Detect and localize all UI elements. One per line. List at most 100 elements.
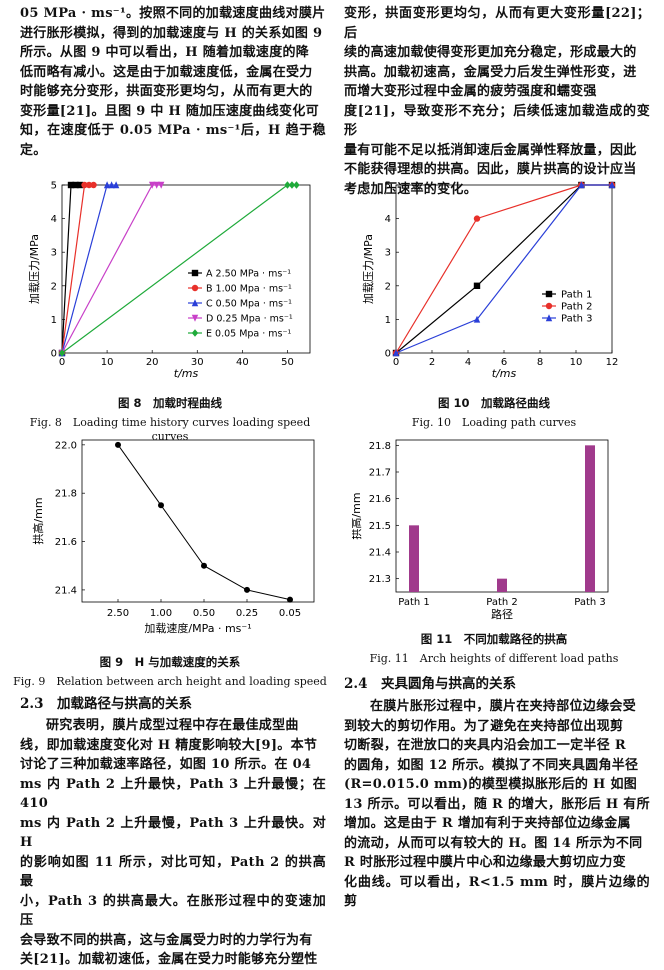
data-point: [67, 181, 75, 189]
x-tick-label: 2.50: [107, 608, 129, 619]
data-point: [85, 181, 93, 189]
x-tick-label: Path 3: [574, 597, 606, 608]
series-line: [395, 184, 612, 354]
series-line: [61, 184, 81, 354]
figure-8-chart: 0 10 20 30 40 50 0 1 2 3 4 5 t/ms 加载压力/MPa A 2.50 MPa …: [28, 181, 311, 380]
text-line: 切断裂，在泄放口的夹具内沿会加工一定半径 R: [344, 738, 626, 753]
legend-marker: [191, 314, 199, 322]
text-line: (R=0.015.0 mm)的模型模拟胀形后的 H 如图: [344, 777, 638, 792]
x-tick-label: 1.00: [150, 608, 172, 619]
figure-11-caption-cn: 图 11 不同加载路径的拱高: [420, 632, 568, 646]
data-point: [158, 181, 165, 189]
x-tick-label: 2: [429, 357, 435, 368]
y-tick-label: 5: [385, 181, 391, 192]
legend-label: B 1.00 Mpa · ms⁻¹: [206, 284, 292, 295]
x-tick-label: 0.50: [193, 608, 215, 619]
data-point: [244, 586, 250, 593]
text-line: 的流动，从而可以有较大的 H。图 14 所示为不同: [344, 835, 643, 851]
series-line: [117, 444, 291, 601]
figure-11-chart: 21.3 21.4 21.5 21.6 21.7 21.8 Path 1 Path 2 Path…: [352, 439, 609, 621]
y-tick-label: 21.7: [369, 468, 391, 479]
x-tick-label: 0.05: [279, 608, 301, 619]
text-line: 进行胀形模拟，得到的加载速度与 H 的关系如图 9: [20, 25, 323, 41]
y-tick-label: 22.0: [55, 440, 77, 451]
x-tick-label: 6: [501, 357, 507, 368]
text-line: 化曲线。可以看出，R<1.5 mm 时，膜片边缘的剪: [344, 874, 650, 910]
figure-10-caption-en: Fig. 10 Loading path curves: [411, 416, 577, 429]
x-tick-label: 30: [191, 357, 204, 368]
text-line: 会导致不同的拱高，这与金属受力时的力学行为有: [20, 932, 313, 948]
data-point: [392, 349, 400, 357]
text-line: 量有可能不足以抵消卸速后金属弹性释放量，因此: [344, 142, 637, 158]
y-tick-label: 21.4: [55, 585, 77, 596]
y-tick-label: 1: [51, 315, 57, 326]
legend-label: Path 3: [561, 314, 593, 325]
data-point: [153, 181, 160, 189]
data-point: [473, 315, 481, 323]
y-tick-label: 21.6: [55, 537, 77, 548]
text-line: 讨论了三种加载速率路径，如图 10 所示。在 04: [20, 757, 312, 772]
x-tick-label: 40: [236, 357, 249, 368]
series-line: [395, 184, 612, 354]
x-tick-label: 50: [281, 357, 294, 368]
data-point: [293, 181, 300, 189]
y-axis-label: 拱高/mm: [31, 497, 45, 544]
y-tick-label: 21.5: [369, 521, 391, 532]
plot-frame: [81, 439, 315, 603]
text-line: 不能获得理想的拱高。因此，膜片拱高的设计应当: [344, 162, 637, 177]
text-line: 低而略有减小。这是由于加载速度低，金属在受力: [20, 64, 313, 80]
x-tick-label: 0.25: [236, 608, 258, 619]
y-axis-label: 加载压力/MPa: [362, 234, 375, 304]
data-point: [76, 181, 84, 189]
data-point: [108, 181, 115, 189]
x-tick-label: Path 1: [398, 597, 430, 608]
x-tick-label: 0: [59, 357, 65, 368]
bar: [497, 578, 507, 592]
plot-frame: [61, 184, 311, 354]
y-tick-label: 1: [385, 315, 391, 326]
x-tick-label: 4: [465, 357, 471, 368]
x-tick-label: 20: [146, 357, 159, 368]
text-line: R 时胀形过程中膜片中心和边缘最大剪切应力变: [344, 855, 626, 870]
legend-label: E 0.05 Mpa · ms⁻¹: [206, 329, 292, 340]
text-line: 知，在速度低于 0.05 MPa · ms⁻¹后，H 趋于稳定。: [20, 123, 326, 158]
y-tick-label: 21.6: [369, 494, 391, 505]
text-line: 13 所示。可以看出，随 R 的增大，胀形后 H 有所: [344, 796, 650, 812]
y-tick-label: 4: [385, 214, 391, 225]
legend-label: D 0.25 Mpa · ms⁻¹: [206, 314, 293, 325]
figure-10-caption-cn: 图 10 加载路径曲线: [437, 396, 550, 410]
text-line: 在膜片胀形过程中，膜片在夹持部位边缘会受: [370, 699, 637, 714]
data-point: [473, 215, 481, 222]
text-line: 研究表明，膜片成型过程中存在最佳成型曲: [46, 718, 299, 733]
y-tick-label: 3: [385, 248, 391, 259]
text-line: 增加。这是由于 R 增加有利于夹持部位边缘金属: [344, 816, 631, 831]
text-line: 到较大的剪切作用。为了避免在夹持部位出现剪: [344, 718, 624, 734]
x-tick-label: 10: [570, 357, 583, 368]
bar: [409, 525, 419, 592]
x-tick-label: 10: [101, 357, 114, 368]
figure-9-chart: 2.50 1.00 0.50 0.25 0.05 21.4 21.6 21.8 22.0 加载速度…: [31, 439, 315, 635]
data-point: [148, 181, 156, 189]
data-point: [81, 181, 88, 189]
y-tick-label: 21.8: [369, 441, 391, 452]
legend-marker: [191, 269, 199, 277]
legend-marker: [545, 314, 553, 322]
y-axis-label: 加载压力/MPa: [28, 234, 41, 304]
legend-marker: [191, 284, 199, 292]
data-point: [578, 181, 585, 189]
x-tick-label: 12: [606, 357, 619, 368]
x-axis-label: t/ms: [492, 367, 517, 380]
y-tick-label: 2: [385, 281, 391, 292]
y-tick-label: 21.4: [369, 548, 391, 559]
x-axis-label: 加载速度/MPa · ms⁻¹: [144, 621, 251, 635]
x-tick-label: 0: [393, 357, 399, 368]
x-tick-label: Path 2: [486, 597, 518, 608]
y-tick-label: 0: [51, 349, 57, 360]
legend-marker: [191, 299, 199, 307]
data-point: [287, 596, 293, 603]
legend-marker: [545, 302, 553, 310]
y-tick-label: 2: [51, 281, 57, 292]
text-line: ms 内 Path 2 上升最快，Path 3 上升最慢；在 410: [20, 776, 326, 812]
data-point: [58, 349, 66, 357]
